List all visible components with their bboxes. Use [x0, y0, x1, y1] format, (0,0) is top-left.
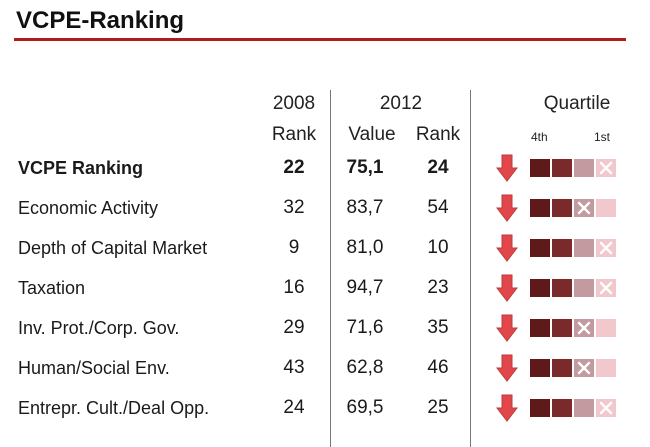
quartile-box: [574, 279, 594, 297]
header-rank-2012: Rank: [415, 124, 461, 145]
quartile-box: [530, 239, 550, 257]
value-2012-cell: 83,7: [346, 197, 384, 218]
arrow-down-icon: [496, 314, 518, 342]
rank-2008-cell: 16: [283, 277, 305, 298]
cross-icon: [577, 361, 591, 375]
quartile-box-marked: [574, 319, 594, 337]
quartile-box: [596, 359, 616, 377]
row-label: Human/Social Env.: [18, 358, 170, 378]
title-underline: [14, 38, 626, 41]
row-label: VCPE Ranking: [18, 158, 144, 178]
arrow-down-icon: [496, 274, 518, 302]
rank-2012-cell: 54: [427, 197, 449, 218]
header-value-2012: Value: [348, 124, 396, 145]
quartile-box: [530, 199, 550, 217]
quartile-box: [552, 199, 572, 217]
value-2012-cell: 81,0: [346, 237, 384, 258]
cross-icon: [599, 281, 613, 295]
rank-2008-cell: 32: [283, 197, 305, 218]
column-divider-2012: [470, 90, 471, 447]
value-2012-cell: 71,6: [346, 317, 384, 338]
quartile-box: [530, 159, 550, 177]
rank-2008-cell: 9: [288, 237, 300, 258]
rank-2008-cell: 22: [283, 157, 305, 178]
quartile-box: [574, 239, 594, 257]
page-title: VCPE-Ranking: [16, 7, 185, 34]
value-2012-cell: 75,1: [346, 157, 384, 178]
header-quartile: Quartile: [543, 93, 611, 114]
quartile-label-1st: 1st: [594, 130, 611, 144]
quartile-box-marked: [574, 359, 594, 377]
rank-2012-cell: 23: [427, 277, 449, 298]
quartile-box: [552, 399, 572, 417]
quartile-box: [530, 399, 550, 417]
cross-icon: [577, 321, 591, 335]
quartile-box-marked: [574, 199, 594, 217]
quartile-box: [552, 239, 572, 257]
arrow-down-icon: [496, 234, 518, 262]
rank-2008-cell: 24: [283, 397, 305, 418]
rank-2012-cell: 25: [427, 397, 449, 418]
quartile-box: [574, 399, 594, 417]
row-label: Economic Activity: [18, 198, 159, 218]
rank-2008-cell: 43: [283, 357, 305, 378]
header-rank-2008: Rank: [271, 124, 317, 145]
quartile-box: [552, 159, 572, 177]
cross-icon: [599, 241, 613, 255]
quartile-box: [530, 359, 550, 377]
quartile-box: [574, 159, 594, 177]
value-2012-cell: 94,7: [346, 277, 384, 298]
quartile-box-marked: [596, 239, 616, 257]
column-divider-2008: [330, 90, 331, 447]
rank-2008-cell: 29: [283, 317, 305, 338]
value-2012-cell: 69,5: [346, 397, 384, 418]
quartile-box: [530, 319, 550, 337]
quartile-box: [552, 319, 572, 337]
value-2012-cell: 62,8: [346, 357, 384, 378]
quartile-box: [530, 279, 550, 297]
row-label: Entrepr. Cult./Deal Opp.: [18, 398, 210, 418]
cross-icon: [599, 401, 613, 415]
quartile-box: [596, 199, 616, 217]
arrow-down-icon: [496, 154, 518, 182]
arrow-down-icon: [496, 354, 518, 382]
quartile-box: [552, 359, 572, 377]
row-label: Taxation: [18, 278, 86, 298]
header-year-2012: 2012: [379, 93, 423, 114]
rank-2012-cell: 46: [427, 357, 449, 378]
arrow-down-icon: [496, 394, 518, 422]
quartile-box: [596, 319, 616, 337]
rank-2012-cell: 10: [427, 237, 449, 258]
quartile-box-marked: [596, 279, 616, 297]
row-label: Inv. Prot./Corp. Gov.: [18, 318, 180, 338]
cross-icon: [577, 201, 591, 215]
rank-2012-cell: 35: [427, 317, 449, 338]
row-label: Depth of Capital Market: [18, 238, 208, 258]
quartile-label-4th: 4th: [531, 130, 548, 144]
quartile-box: [552, 279, 572, 297]
quartile-box-marked: [596, 159, 616, 177]
header-year-2008: 2008: [272, 93, 316, 114]
quartile-box-marked: [596, 399, 616, 417]
cross-icon: [599, 161, 613, 175]
rank-2012-cell: 24: [427, 157, 449, 178]
arrow-down-icon: [496, 194, 518, 222]
